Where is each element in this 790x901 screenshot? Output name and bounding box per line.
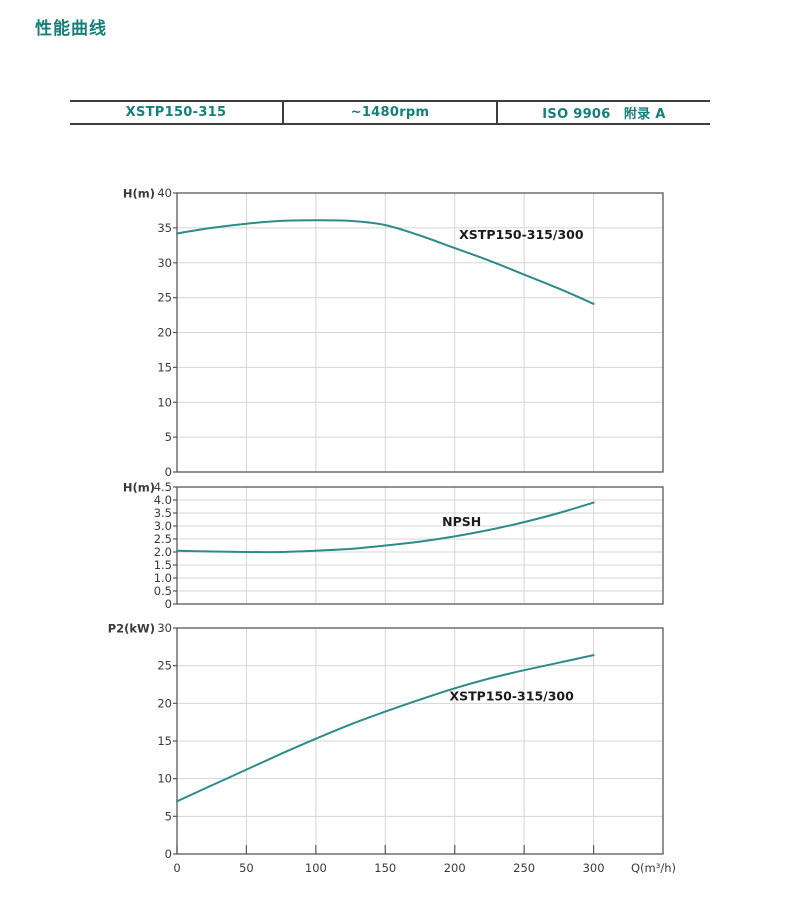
y-tick-label: 0 [165,597,172,611]
curve-label: XSTP150-315/300 [449,688,574,703]
y-tick-label: 2.5 [154,532,172,546]
y-tick-label: 10 [157,395,172,409]
y-tick-label: 25 [157,659,172,673]
y-tick-label: 0 [165,465,172,479]
y-tick-label: 20 [157,696,172,710]
y-tick-label: 5 [165,809,172,823]
head-chart: 40 35 30 25 20 15 10 5 0 H(m) XSTP150-315/300 [123,186,664,479]
y-axis-title: H(m) [123,187,155,201]
header-table: XSTP150-315 ~1480rpm ISO 9906 附录 A [70,100,710,125]
npsh-chart-curve [176,501,595,554]
header-cell-model: XSTP150-315 [125,105,227,120]
y-tick-label: 20 [157,326,172,340]
x-tick-label: 0 [173,861,180,875]
power-chart-curve [176,654,595,803]
y-tick-label: 10 [157,772,172,786]
y-tick-label: 0 [165,847,172,861]
x-tick-label: 150 [374,861,396,875]
page-title: 性能曲线 [35,19,107,39]
y-tick-label: 1.5 [154,558,172,572]
x-tick-label: 200 [444,861,466,875]
y-tick-label: 4.5 [154,480,172,494]
y-tick-label: 5 [165,430,172,444]
head-chart-curve [176,219,595,305]
npsh-chart: 4.54.03.53.02.52.01.51.00.50 H(m) NPSH [123,480,664,611]
y-tick-label: 35 [157,221,172,235]
header-cell-standard: ISO 9906 附录 A [496,102,710,123]
x-tick-label: 50 [239,861,254,875]
y-tick-label: 15 [157,360,172,374]
y-axis-title: P2(kW) [108,622,155,636]
y-tick-label: 15 [157,734,172,748]
x-axis: 0 50 100 150 200 250 300 Q(m³/h) [173,845,676,875]
x-tick-label: 250 [513,861,535,875]
y-tick-label: 3.5 [154,506,172,520]
y-tick-label: 40 [157,186,172,200]
y-tick-label: 1.0 [154,571,172,585]
y-axis-title: H(m) [123,481,155,495]
x-tick-label: 300 [583,861,605,875]
y-tick-label: 25 [157,291,172,305]
curve-label: NPSH [442,514,481,529]
curve-label: XSTP150-315/300 [459,227,584,242]
y-tick-label: 2.0 [154,545,172,559]
y-tick-label: 30 [157,621,172,635]
y-tick-label: 4.0 [154,493,172,507]
y-tick-label: 30 [157,256,172,270]
x-tick-label: 100 [305,861,327,875]
y-tick-label: 0.5 [154,584,172,598]
x-axis-title: Q(m³/h) [631,861,676,875]
header-cell-speed: ~1480rpm [282,102,496,123]
y-tick-label: 3.0 [154,519,172,533]
power-chart: 30 25 20 15 10 5 0 P2(kW) XSTP150-315/300 [108,621,664,861]
plot-border [176,486,664,605]
